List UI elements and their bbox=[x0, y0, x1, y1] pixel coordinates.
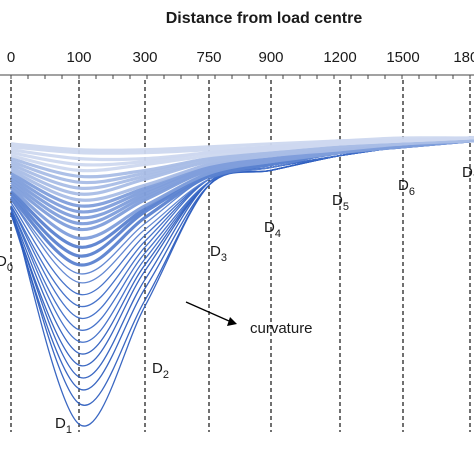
sensor-label-d0: D0 bbox=[0, 253, 13, 274]
x-tick-label: 1200 bbox=[323, 49, 356, 66]
x-axis: 0 100 300 750 900 1200 1500 1800 bbox=[0, 49, 474, 79]
sensor-label-d3: D3 bbox=[210, 243, 227, 264]
x-tick-label: 900 bbox=[258, 49, 283, 66]
chart-title: Distance from load centre bbox=[166, 10, 363, 27]
sensor-label-d7: D7 bbox=[462, 164, 474, 185]
x-tick-label: 100 bbox=[66, 49, 91, 66]
deflection-curve bbox=[10, 136, 474, 152]
sensor-label-d4: D4 bbox=[264, 219, 281, 240]
curvature-arrow bbox=[185, 301, 230, 322]
curvature-arrowhead bbox=[227, 317, 237, 326]
x-tick-label: 750 bbox=[196, 49, 221, 66]
x-tick-label: 1500 bbox=[386, 49, 419, 66]
sensor-label-d1: D1 bbox=[55, 415, 72, 436]
curvature-annotation: curvature bbox=[185, 301, 313, 337]
sensor-label-d6: D6 bbox=[398, 177, 415, 198]
x-tick-label: 0 bbox=[7, 49, 15, 66]
sensor-label-d2: D2 bbox=[152, 360, 169, 381]
x-tick-label: 300 bbox=[132, 49, 157, 66]
x-tick-label: 1800 bbox=[453, 49, 474, 66]
sensor-labels: D0 D1 D2 D3 D4 D5 D6 D7 bbox=[0, 164, 474, 436]
deflection-curves bbox=[9, 136, 474, 427]
deflection-curve bbox=[10, 139, 474, 367]
sensor-label-d5: D5 bbox=[332, 192, 349, 213]
curvature-label: curvature bbox=[250, 320, 313, 337]
